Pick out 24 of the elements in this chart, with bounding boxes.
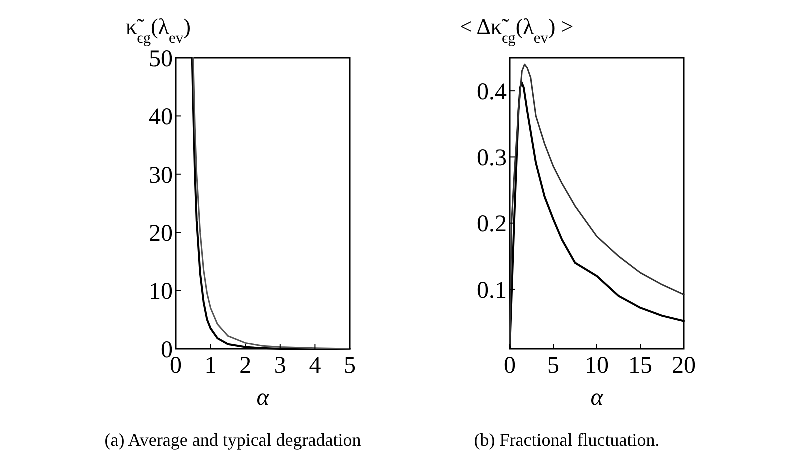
y-tick-label: 30 [149,162,173,189]
x-tick-label: 15 [628,353,652,379]
x-tick-label: 1 [204,353,217,379]
y-tick-label: 0.4 [477,79,507,106]
text: (a) Average and typical degradation [104,430,362,450]
x-tick-label: 5 [548,353,560,379]
y-axis-title: < Δκ̃$_{ϵg}$(λ$_{ev}$) > [460,14,574,46]
x-tick-label: 10 [585,353,609,379]
y-tick-label: 0.3 [477,146,507,172]
y-tick-label: 20 [149,221,173,247]
x-axis-title: α [590,385,604,411]
y-axis-title: κ̃$_{ϵg}$(λ$_{ev}$) [126,14,191,46]
text: (b) Fractional fluctuation. [474,430,660,450]
y-tick-label: 40 [149,104,173,131]
x-tick-label: 2 [240,353,252,379]
y-tick-label: 10 [149,279,173,306]
x-tick-label: 20 [672,353,696,379]
y-tick-label: 50 [149,46,173,72]
y-tick-label: 0.2 [477,212,507,238]
x-axis-title: α [256,385,270,411]
y-tick-label: 0.1 [477,278,507,304]
x-tick-label: 5 [344,353,356,379]
x-tick-label: 3 [274,353,286,379]
x-tick-label: 4 [309,353,322,379]
